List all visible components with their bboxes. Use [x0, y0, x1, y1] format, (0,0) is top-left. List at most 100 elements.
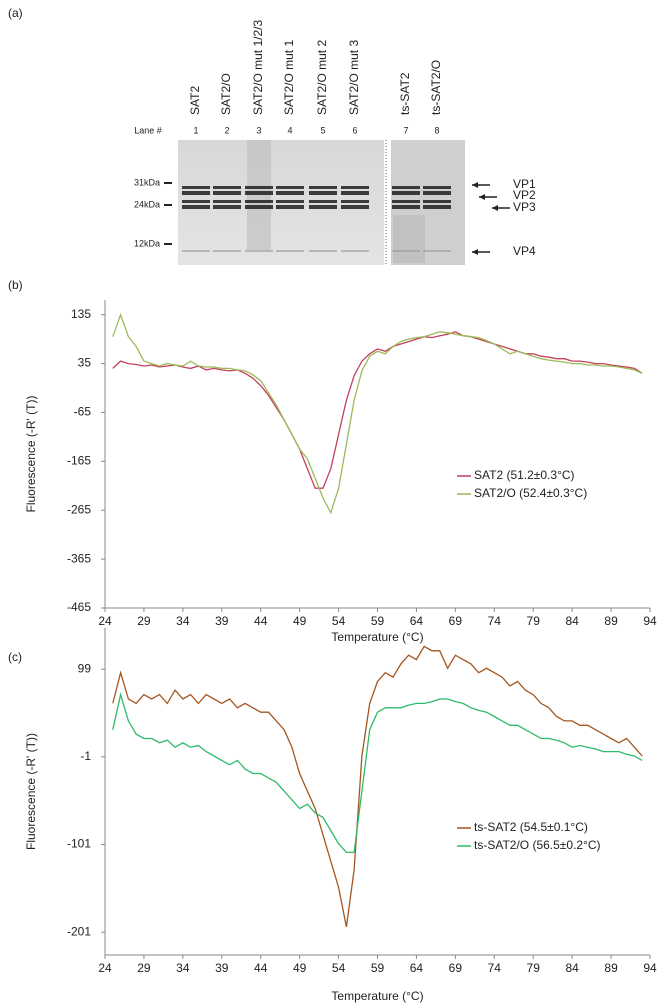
gel-band — [423, 250, 451, 252]
line-series — [112, 692, 643, 854]
protein-label: VP2 — [513, 188, 536, 202]
protein-label: VP1 — [513, 177, 536, 191]
panel-label: (c) — [8, 650, 22, 664]
lane-name: SAT2/O mut 1 — [282, 40, 296, 115]
y-tick-label: -165 — [67, 454, 91, 468]
x-tick-label: 89 — [604, 614, 618, 628]
gel-band — [245, 186, 273, 189]
y-tick-label: 99 — [78, 661, 92, 675]
gel-band — [341, 200, 369, 203]
x-axis-label: Temperature (°C) — [331, 630, 423, 644]
arrow-head — [472, 182, 478, 188]
gel-band — [423, 205, 451, 209]
gel-band — [309, 191, 337, 195]
marker-label: 24kDa — [134, 199, 160, 209]
x-tick-label: 29 — [137, 961, 151, 975]
line-series — [112, 331, 643, 489]
protein-label: VP4 — [513, 244, 536, 258]
y-tick-label: 35 — [78, 356, 92, 370]
lane-name: SAT2/O mut 3 — [347, 40, 361, 115]
arrow-head — [492, 205, 498, 211]
x-tick-label: 59 — [371, 961, 385, 975]
gel-band — [276, 186, 304, 189]
x-tick-label: 34 — [176, 961, 190, 975]
protein-label: VP3 — [513, 200, 536, 214]
gel-band — [245, 250, 273, 252]
x-tick-label: 69 — [449, 614, 463, 628]
x-tick-label: 29 — [137, 614, 151, 628]
x-tick-label: 49 — [293, 961, 307, 975]
x-tick-label: 79 — [527, 961, 541, 975]
lane-number: 3 — [256, 125, 261, 135]
gel-band — [309, 186, 337, 189]
gel-band — [341, 205, 369, 209]
y-tick-label: -365 — [67, 551, 91, 565]
x-tick-label: 24 — [98, 614, 112, 628]
gel-band — [213, 250, 241, 252]
x-tick-label: 89 — [604, 961, 618, 975]
gel-band — [182, 205, 210, 209]
x-tick-label: 74 — [488, 614, 502, 628]
y-tick-label: 135 — [71, 307, 91, 321]
x-tick-label: 69 — [449, 961, 463, 975]
x-tick-label: 24 — [98, 961, 112, 975]
marker-label: 31kDa — [134, 177, 160, 187]
y-tick-label: -201 — [67, 924, 91, 938]
y-axis-label: Fluorescence (-R' (T)) — [24, 733, 38, 850]
legend-label: ts-SAT2 (54.5±0.1°C) — [474, 820, 588, 834]
x-tick-label: 84 — [565, 961, 579, 975]
gel-band — [392, 186, 420, 189]
x-tick-label: 94 — [643, 961, 657, 975]
lane-number: 2 — [224, 125, 229, 135]
x-tick-label: 34 — [176, 614, 190, 628]
gel-band — [245, 191, 273, 195]
lane-name: SAT2/O mut 2 — [315, 40, 329, 115]
gel-band — [213, 191, 241, 195]
lane-name: ts-SAT2/O — [429, 60, 443, 115]
x-tick-label: 39 — [215, 614, 229, 628]
legend-label: SAT2/O (52.4±0.3°C) — [474, 486, 587, 500]
x-tick-label: 39 — [215, 961, 229, 975]
x-tick-label: 84 — [565, 614, 579, 628]
x-tick-label: 79 — [527, 614, 541, 628]
legend-label: ts-SAT2/O (56.5±0.2°C) — [474, 838, 601, 852]
line-series — [112, 312, 643, 515]
lane-name: SAT2/O — [219, 73, 233, 115]
y-axis-label: Fluorescence (-R' (T)) — [24, 396, 38, 513]
gel-band — [213, 186, 241, 189]
gel-band — [341, 191, 369, 195]
lane-number: 6 — [352, 125, 357, 135]
x-tick-label: 54 — [332, 961, 346, 975]
x-tick-label: 44 — [254, 614, 268, 628]
gel-band — [213, 205, 241, 209]
gel-band — [392, 200, 420, 203]
x-tick-label: 64 — [410, 614, 424, 628]
x-axis-label: Temperature (°C) — [331, 989, 423, 1003]
gel-band — [182, 250, 210, 252]
gel-smear — [393, 215, 425, 263]
gel-band — [341, 186, 369, 189]
gel-band — [182, 200, 210, 203]
x-tick-label: 74 — [488, 961, 502, 975]
lane-number: 5 — [320, 125, 325, 135]
y-tick-label: -465 — [67, 600, 91, 614]
lane-header: Lane # — [134, 125, 162, 135]
arrow-head — [479, 194, 485, 200]
gel-band — [245, 205, 273, 209]
gel-band — [276, 205, 304, 209]
x-tick-label: 59 — [371, 614, 385, 628]
marker-label: 12kDa — [134, 238, 160, 248]
gel-band — [392, 191, 420, 195]
gel-band — [182, 191, 210, 195]
lane-name: SAT2 — [188, 86, 202, 115]
gel-band — [213, 200, 241, 203]
gel-band — [309, 250, 337, 252]
x-tick-label: 64 — [410, 961, 424, 975]
y-tick-label: -101 — [67, 837, 91, 851]
lane-number: 7 — [403, 125, 408, 135]
lane-number: 1 — [193, 125, 198, 135]
gel-band — [309, 200, 337, 203]
lane-name: ts-SAT2 — [398, 72, 412, 115]
y-tick-label: -265 — [67, 502, 91, 516]
